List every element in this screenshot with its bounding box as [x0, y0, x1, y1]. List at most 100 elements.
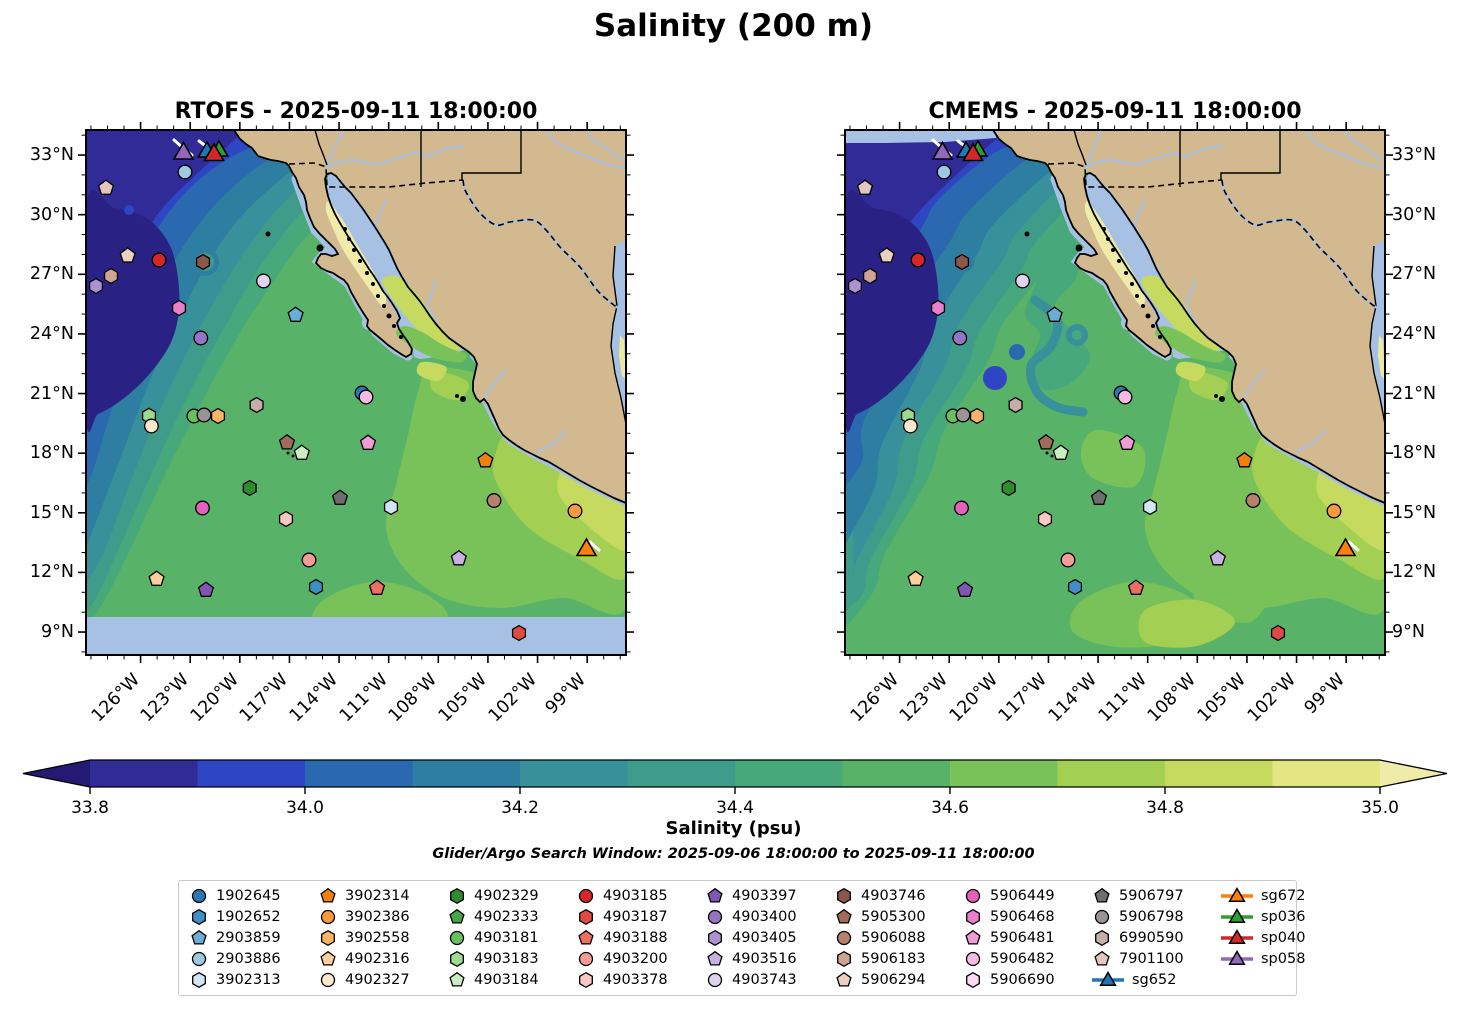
legend-entry-label: 4903397	[732, 888, 797, 904]
marker-4903405	[847, 277, 863, 295]
lat-tick-label: 12°N	[1392, 562, 1437, 583]
colorbar-tick-label: 34.8	[1146, 798, 1184, 818]
marker-5906481	[1118, 434, 1136, 450]
glider-track	[588, 540, 601, 552]
legend-entry-label: 4903743	[732, 971, 797, 988]
marker-sp040	[962, 142, 984, 162]
lat-tick-label: 21°N	[1392, 383, 1437, 404]
marker-5906449	[954, 500, 969, 516]
figure-title: Salinity (200 m)	[593, 8, 874, 44]
legend-entry-label: 4903405	[732, 929, 797, 946]
marker-2903859	[287, 306, 304, 322]
legend-entry-label: 4902327	[345, 971, 410, 988]
marker-sp040	[203, 142, 225, 162]
legend-entry-label: 7901100	[1119, 950, 1184, 967]
legend-entry-label: 5906690	[990, 971, 1055, 988]
search-window-subtitle: Glider/Argo Search Window: 2025-09-06 18…	[432, 846, 1035, 862]
marker-4903184	[1052, 444, 1069, 460]
legend-entry-label: 4903181	[474, 929, 539, 946]
marker-4903400	[193, 330, 209, 346]
marker-3902313	[383, 498, 399, 516]
marker-3902314	[1236, 451, 1253, 468]
colorbar: 33.8 34.0 34.2 34.4 34.6 34.8 35.0	[22, 759, 1448, 818]
lat-tick-label: 18°N	[1392, 443, 1437, 464]
marker-4903184	[293, 444, 310, 460]
legend-entry-label: 4903378	[603, 971, 668, 988]
marker-sg672	[575, 537, 598, 557]
map-rtofs	[78, 122, 634, 663]
legend-entry-label: 4903183	[474, 950, 539, 967]
marker-3902313	[1142, 498, 1158, 516]
legend-entry-label: 2903886	[216, 950, 281, 967]
marker-3902558	[969, 407, 985, 425]
legend-entry-label: 6990590	[1119, 929, 1184, 946]
legend-entry-label: sg652	[1132, 971, 1177, 988]
legend-entry-label: 3902314	[345, 888, 410, 904]
legend-entry-label: 5905300	[861, 908, 926, 925]
marker-4902327	[143, 418, 159, 434]
lat-tick-label: 15°N	[29, 502, 74, 523]
float-markers	[88, 139, 598, 642]
marker-4903516	[1209, 549, 1226, 566]
legend-entry-label: 3902313	[216, 971, 281, 988]
lat-tick-label: 12°N	[29, 562, 74, 583]
marker-3902386	[567, 503, 583, 519]
legend-entry-label: sg672	[1261, 888, 1306, 904]
colorbar-tick-label: 34.6	[931, 798, 969, 818]
legend-entry-label: 5906294	[861, 971, 926, 988]
lat-tick-label: 33°N	[1392, 145, 1437, 166]
legend-entry-label: sp036	[1261, 908, 1306, 925]
panel-title-rtofs: RTOFS - 2025-09-11 18:00:00	[174, 99, 538, 124]
marker-7901100	[856, 179, 874, 195]
legend-entry-label: 5906088	[861, 929, 926, 946]
marker-1902652	[308, 578, 324, 596]
lat-tick-label: 27°N	[29, 264, 74, 285]
marker-4903378	[278, 510, 294, 528]
marker-4903200	[1060, 552, 1076, 568]
lat-tick-label: 24°N	[29, 323, 74, 344]
lat-tick-label: 9°N	[41, 622, 74, 643]
lat-tick-label: 24°N	[1392, 323, 1437, 344]
legend-entry-label: 4903200	[603, 950, 668, 967]
marker-6990590	[1008, 396, 1023, 414]
colorbar-tick-label: 35.0	[1361, 798, 1399, 818]
marker-sg672	[1334, 537, 1357, 557]
marker-5906482	[1117, 389, 1133, 405]
legend-entry-label: 4903187	[603, 908, 668, 925]
marker-1902652	[1067, 578, 1083, 596]
marker-5906183	[862, 267, 878, 285]
marker-5906481	[359, 434, 377, 450]
legend-entry-label: 4902329	[474, 888, 539, 904]
legend-entry-label: 5906797	[1119, 888, 1184, 904]
marker-4903187	[1270, 624, 1286, 642]
legend-entry-label: 5906798	[1119, 908, 1184, 925]
marker-sp058	[931, 140, 954, 160]
marker-4903188	[1127, 579, 1145, 595]
marker-5906449	[195, 500, 210, 516]
marker-4903200	[301, 552, 317, 568]
marker-4903188	[368, 579, 386, 595]
marker-5905300	[1037, 433, 1055, 450]
colorbar-label: Salinity (psu)	[665, 818, 802, 839]
lat-tick-label: 21°N	[29, 383, 74, 404]
marker-4902329	[1001, 479, 1016, 497]
marker-5906798	[955, 407, 971, 423]
legend-entry-label: 4903184	[474, 971, 539, 988]
marker-5906183	[103, 267, 119, 285]
legend-entry-label: 4902316	[345, 950, 410, 967]
lat-tick-label: 30°N	[29, 204, 74, 225]
marker-4903516	[450, 549, 467, 566]
legend-entry-label: 4903400	[732, 908, 797, 925]
marker-5906798	[196, 407, 212, 423]
marker-4902316	[148, 570, 165, 586]
marker-5906468	[930, 299, 946, 317]
marker-4903185	[910, 252, 926, 268]
legend-entry-label: 5906482	[990, 950, 1055, 967]
marker-4903746	[954, 253, 970, 271]
lat-tick-label: 30°N	[1392, 204, 1437, 225]
float-markers	[847, 139, 1357, 642]
colorbar-tick-label: 34.4	[716, 798, 754, 818]
legend-box: 1902645 1902652 2903859 2903886 3902313 39023…	[178, 880, 1305, 996]
marker-5906797	[1090, 489, 1108, 505]
